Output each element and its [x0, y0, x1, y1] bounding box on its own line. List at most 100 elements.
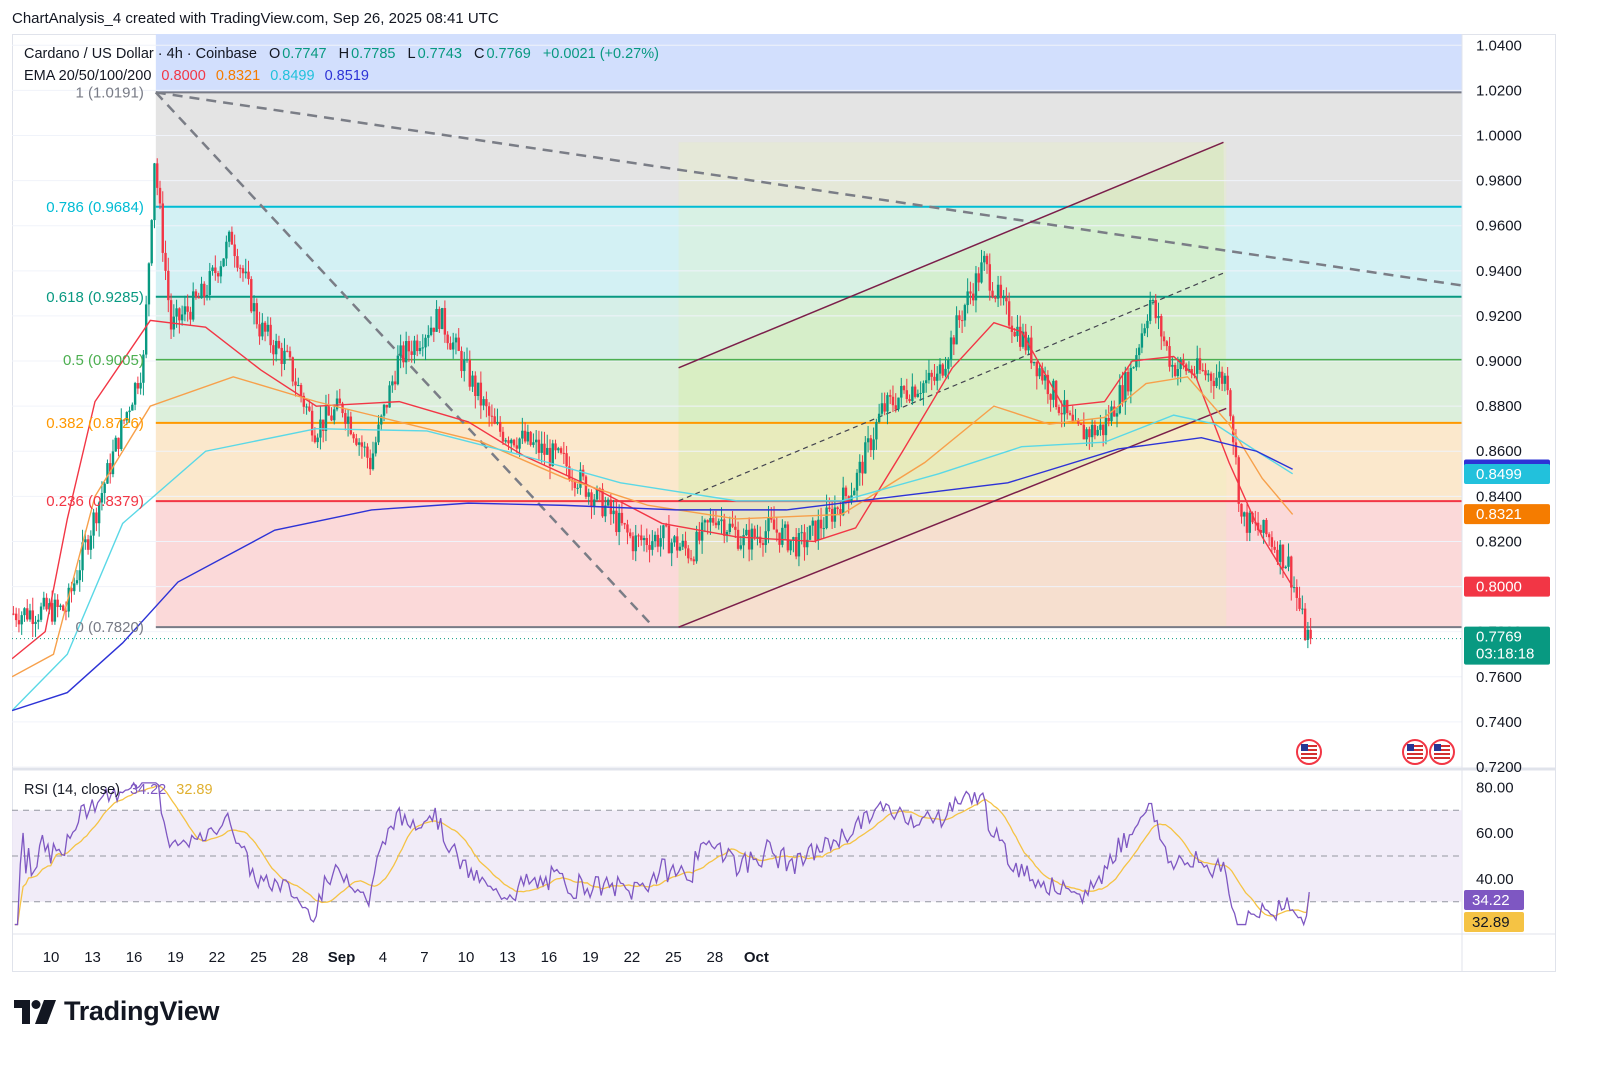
candle-body — [980, 262, 983, 283]
candle-body — [725, 531, 729, 536]
candle-body — [1234, 442, 1238, 458]
candle-body — [327, 406, 330, 416]
candle-body — [1157, 316, 1160, 319]
candle-body — [451, 342, 455, 350]
candle-body — [983, 255, 986, 263]
symbol-name[interactable]: Cardano / US Dollar · 4h · Coinbase — [24, 46, 257, 62]
candle-body — [673, 536, 676, 543]
candle-body — [1245, 512, 1249, 533]
candle-body — [374, 442, 377, 454]
rsi-pane — [12, 781, 1462, 927]
trendline — [678, 407, 1227, 628]
candle-body — [26, 608, 29, 620]
candle-body — [540, 443, 543, 453]
candle-body — [131, 404, 134, 411]
rsi-label[interactable]: RSI (14, close) — [24, 782, 120, 798]
candle-body — [12, 613, 15, 615]
candle-body — [678, 546, 682, 551]
flag-stripe — [1301, 749, 1317, 751]
candle-body — [692, 559, 696, 562]
ema-label[interactable]: EMA 20/50/100/200 — [24, 68, 152, 84]
candle-body — [310, 410, 314, 436]
flag-stripe — [1407, 753, 1423, 755]
candle-body — [369, 457, 372, 470]
price-tick: 0.8800 — [1476, 398, 1522, 415]
candle-body — [421, 347, 424, 349]
candle-body — [1287, 556, 1290, 567]
candle-body — [158, 187, 162, 204]
candle-body — [1207, 373, 1210, 376]
candle-body — [642, 538, 646, 541]
candle-body — [723, 519, 726, 536]
candle-body — [601, 488, 604, 517]
candle-body — [432, 327, 436, 332]
candle-body — [817, 519, 820, 541]
candle-body — [739, 545, 743, 549]
candle-body — [955, 315, 958, 345]
candle-body — [371, 453, 375, 470]
candle-body — [1201, 369, 1204, 371]
candle-body — [297, 385, 300, 387]
candle-body — [620, 512, 624, 524]
candle-body — [258, 324, 261, 337]
candle-body — [214, 267, 217, 274]
candle-body — [1306, 629, 1310, 640]
candle-body — [1124, 371, 1127, 403]
candle-body — [277, 340, 281, 348]
candle-body — [606, 499, 610, 506]
candle-body — [941, 364, 944, 376]
candle-body — [1077, 420, 1080, 424]
candle-body — [822, 528, 826, 530]
candle-body — [186, 306, 189, 312]
candle-body — [321, 419, 325, 431]
candle-body — [485, 399, 488, 407]
candle-body — [841, 487, 845, 516]
candle-body — [1041, 368, 1044, 381]
rsi-value-label: 32.89 — [1472, 914, 1510, 931]
candle-body — [546, 447, 549, 455]
candle-body — [31, 610, 34, 625]
price-tick: 0.8600 — [1476, 443, 1522, 460]
candle-body — [230, 231, 234, 245]
candle-body — [1262, 519, 1265, 533]
candle-body — [908, 399, 911, 402]
candle-body — [911, 386, 914, 402]
candle-body — [1046, 374, 1050, 395]
candle-body — [1129, 368, 1133, 392]
candle-body — [717, 521, 720, 526]
candle-body — [756, 536, 759, 538]
candle-body — [576, 487, 579, 489]
candle-body — [1276, 549, 1279, 562]
close-value: 0.7769 — [486, 46, 531, 62]
candle-body — [333, 409, 336, 421]
candle-body — [554, 443, 557, 451]
candle-body — [853, 490, 856, 496]
candle-body — [142, 354, 145, 383]
candle-body — [587, 492, 590, 497]
candle-body — [877, 413, 881, 423]
price-tick: 0.9200 — [1476, 308, 1522, 325]
candle-body — [1002, 297, 1005, 299]
candle-body — [236, 256, 239, 268]
candle-body — [250, 279, 253, 312]
time-tick: 28 — [707, 949, 724, 966]
candle-body — [111, 451, 115, 475]
candle-body — [100, 493, 104, 503]
tradingview-logo[interactable]: TradingView — [14, 996, 220, 1027]
candle-body — [579, 469, 582, 488]
candle-body — [770, 517, 773, 520]
candle-body — [244, 271, 247, 274]
candle-body — [781, 527, 784, 545]
open-label: O — [268, 46, 281, 62]
candle-body — [653, 534, 657, 542]
candle-body — [269, 324, 272, 346]
candle-body — [634, 535, 637, 552]
candle-body — [615, 510, 618, 533]
candle-body — [521, 430, 524, 439]
candle-body — [86, 539, 90, 550]
candle-body — [568, 466, 571, 480]
candle-body — [457, 337, 460, 351]
candle-body — [794, 537, 798, 557]
time-tick: 13 — [84, 949, 101, 966]
candle-body — [761, 543, 765, 546]
